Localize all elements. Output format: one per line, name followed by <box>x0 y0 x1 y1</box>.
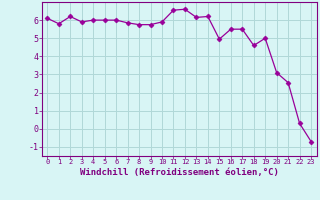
X-axis label: Windchill (Refroidissement éolien,°C): Windchill (Refroidissement éolien,°C) <box>80 168 279 177</box>
